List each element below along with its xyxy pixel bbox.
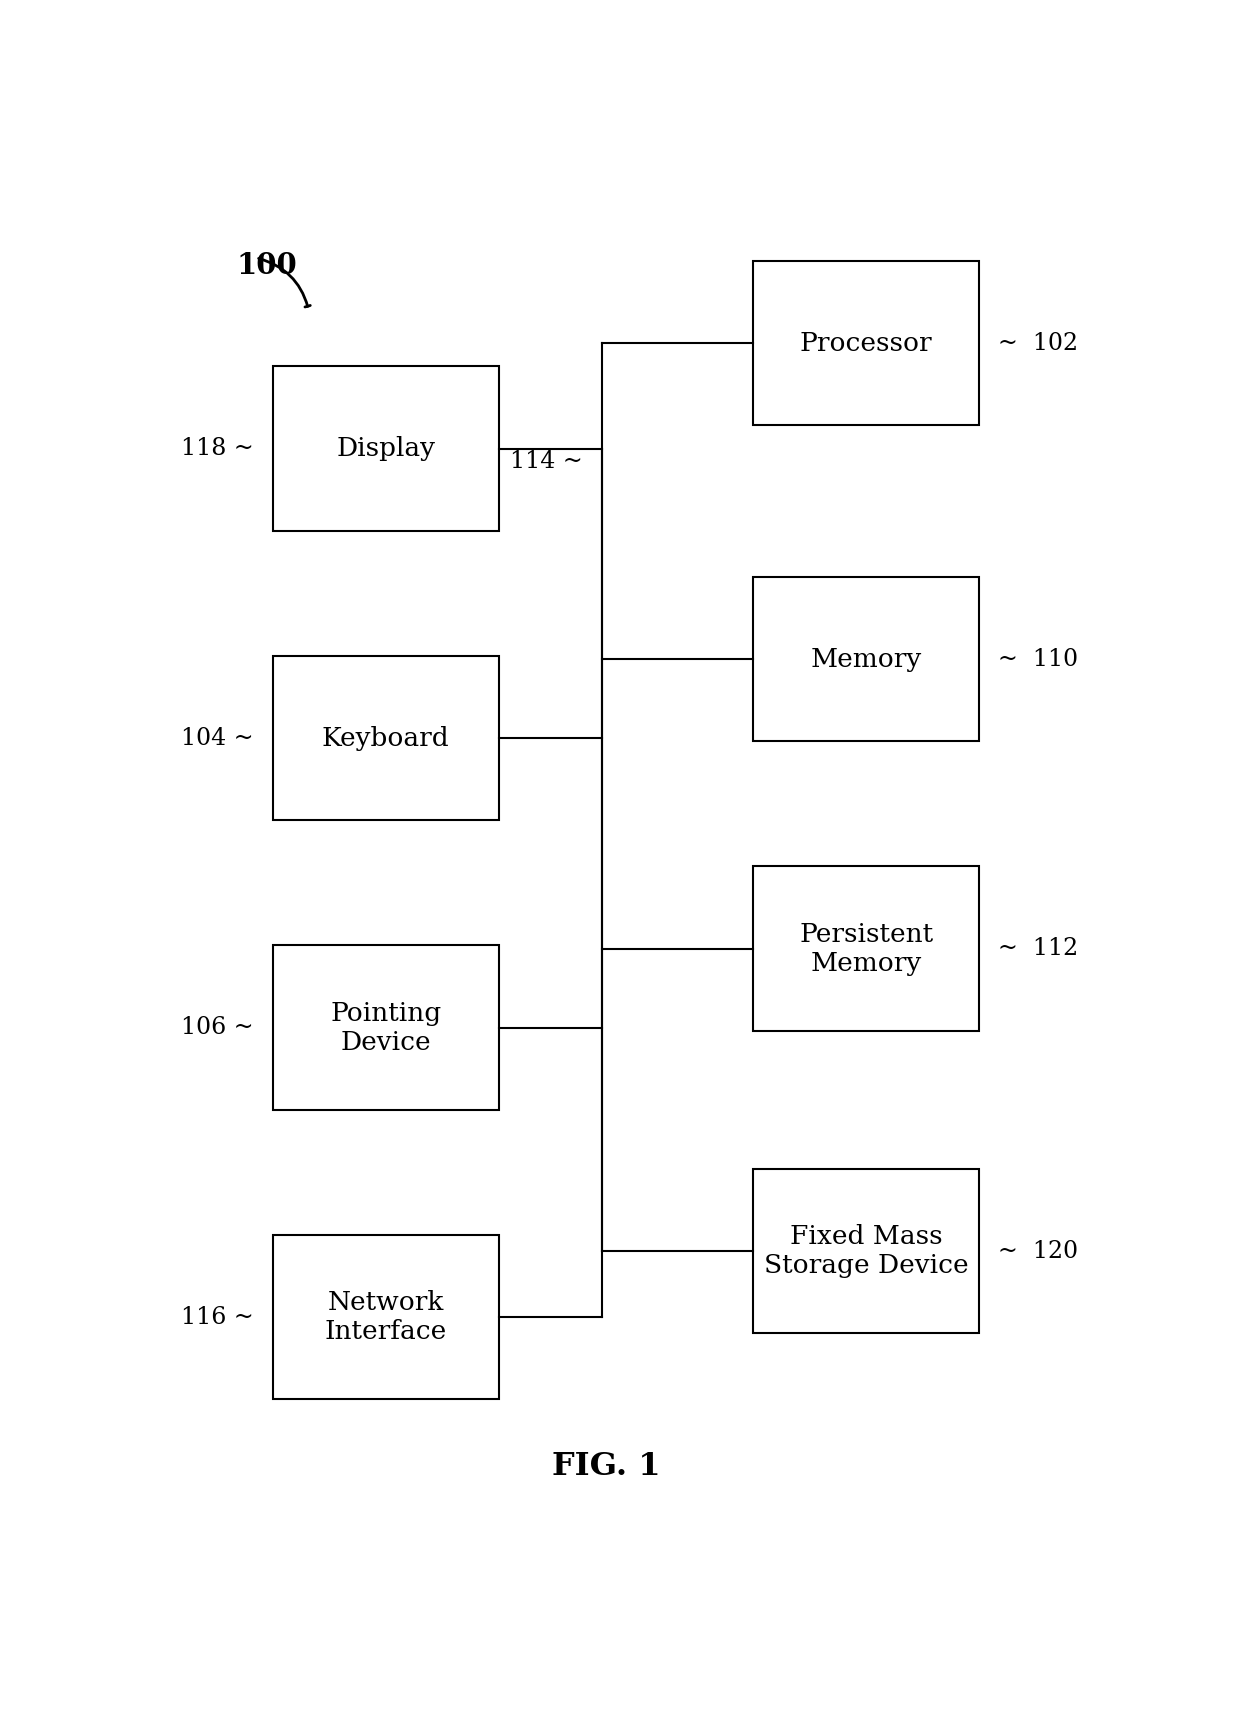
Text: FIG. 1: FIG. 1 [552, 1451, 661, 1482]
Bar [273, 366, 498, 531]
Text: 104 ~: 104 ~ [181, 726, 253, 750]
Bar [273, 1236, 498, 1400]
Bar [753, 261, 980, 426]
Text: Memory: Memory [811, 646, 921, 672]
Text: Persistent
Memory: Persistent Memory [799, 921, 934, 976]
Text: 116 ~: 116 ~ [181, 1306, 253, 1328]
Text: ~  102: ~ 102 [998, 332, 1079, 355]
Text: Pointing
Device: Pointing Device [330, 1000, 441, 1054]
Text: Keyboard: Keyboard [322, 726, 449, 750]
Text: 106 ~: 106 ~ [181, 1017, 253, 1039]
Bar [753, 578, 980, 742]
Text: Network
Interface: Network Interface [325, 1290, 446, 1343]
Bar [273, 945, 498, 1109]
Text: ~  112: ~ 112 [998, 937, 1079, 960]
Text: Fixed Mass
Storage Device: Fixed Mass Storage Device [764, 1224, 968, 1278]
Text: 118 ~: 118 ~ [181, 438, 253, 460]
Text: Processor: Processor [800, 332, 932, 355]
Bar [273, 656, 498, 820]
Bar [753, 866, 980, 1031]
Bar [753, 1169, 980, 1333]
Text: 100: 100 [237, 251, 298, 280]
Text: 114 ~: 114 ~ [510, 449, 583, 473]
Text: ~  110: ~ 110 [998, 648, 1079, 670]
Text: Display: Display [336, 436, 435, 461]
Text: ~  120: ~ 120 [998, 1239, 1079, 1263]
